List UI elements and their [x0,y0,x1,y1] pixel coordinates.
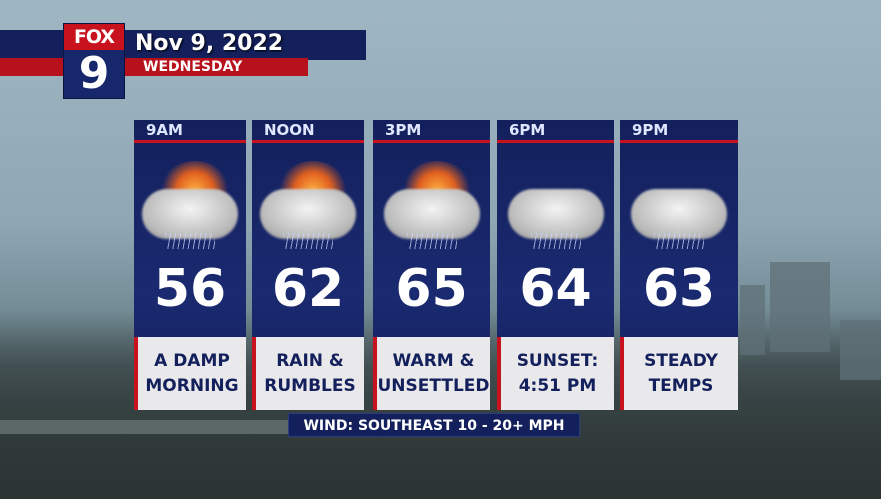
description-line1: A DAMP [154,350,230,371]
date-label: Nov 9, 2022 [135,31,284,56]
description-line1: SUNSET: [516,350,599,371]
logo-network: FOX [64,24,124,50]
divider [497,140,614,143]
description-line2: RUMBLES [264,375,356,396]
description-line2: 4:51 PM [518,375,597,396]
forecast-column: 9AM 56 A DAMP MORNING [134,120,246,410]
description-panel: STEADY TEMPS [620,337,738,410]
date-banner [0,30,366,60]
building [840,320,881,380]
temperature: 65 [395,259,468,319]
partly-sunny-rain-icon [258,161,358,251]
description-panel: RAIN & RUMBLES [252,337,364,410]
rain-drops [406,233,457,249]
description-panel: SUNSET: 4:51 PM [497,337,614,410]
night-cloud-rain-icon [629,161,729,251]
forecast-column: 6PM 64 SUNSET: 4:51 PM [497,120,614,410]
forecast-column: NOON 62 RAIN & RUMBLES [252,120,364,410]
cloud-shape [260,189,356,239]
logo-channel: 9 [78,48,110,99]
temperature: 56 [153,259,227,319]
description-line1: RAIN & [276,350,344,371]
cloud-shape [383,189,480,239]
time-label: 9AM [146,121,183,139]
temperature: 62 [271,259,345,319]
time-label: 6PM [509,121,546,139]
description-line2: UNSETTLED [377,375,490,396]
temperature: 63 [642,259,716,319]
forecast-column: 3PM 65 WARM & UNSETTLED [373,120,490,410]
rain-drops [283,233,333,249]
divider [134,140,246,143]
description-panel: WARM & UNSETTLED [373,337,490,410]
cloud-shape [507,189,604,239]
rain-drops [165,233,215,249]
partly-sunny-rain-icon [140,161,240,251]
divider [373,140,490,143]
temperature: 64 [519,259,592,319]
building [770,262,830,352]
time-label: 9PM [632,121,669,139]
description-line1: WARM & [392,350,475,371]
divider [252,140,364,143]
description-panel: A DAMP MORNING [134,337,246,410]
cloud-shape [142,189,238,239]
description-line2: TEMPS [648,375,714,396]
rain-drops [530,233,581,249]
fox9-logo: FOX 9 [63,23,125,99]
divider [620,140,738,143]
time-label: 3PM [385,121,422,139]
description-line2: MORNING [145,375,239,396]
time-label: NOON [264,121,315,139]
description-line1: STEADY [644,350,718,371]
forecast-column: 9PM 63 STEADY TEMPS [620,120,738,410]
rain-drops [654,233,704,249]
partly-sunny-rain-icon [382,161,482,251]
night-cloud-rain-icon [506,161,606,251]
bridge [0,420,330,434]
building [740,285,765,355]
wind-label: WIND: SOUTHEAST 10 - 20+ MPH [288,413,580,437]
weekday-label: WEDNESDAY [143,59,243,75]
cloud-shape [631,189,727,239]
